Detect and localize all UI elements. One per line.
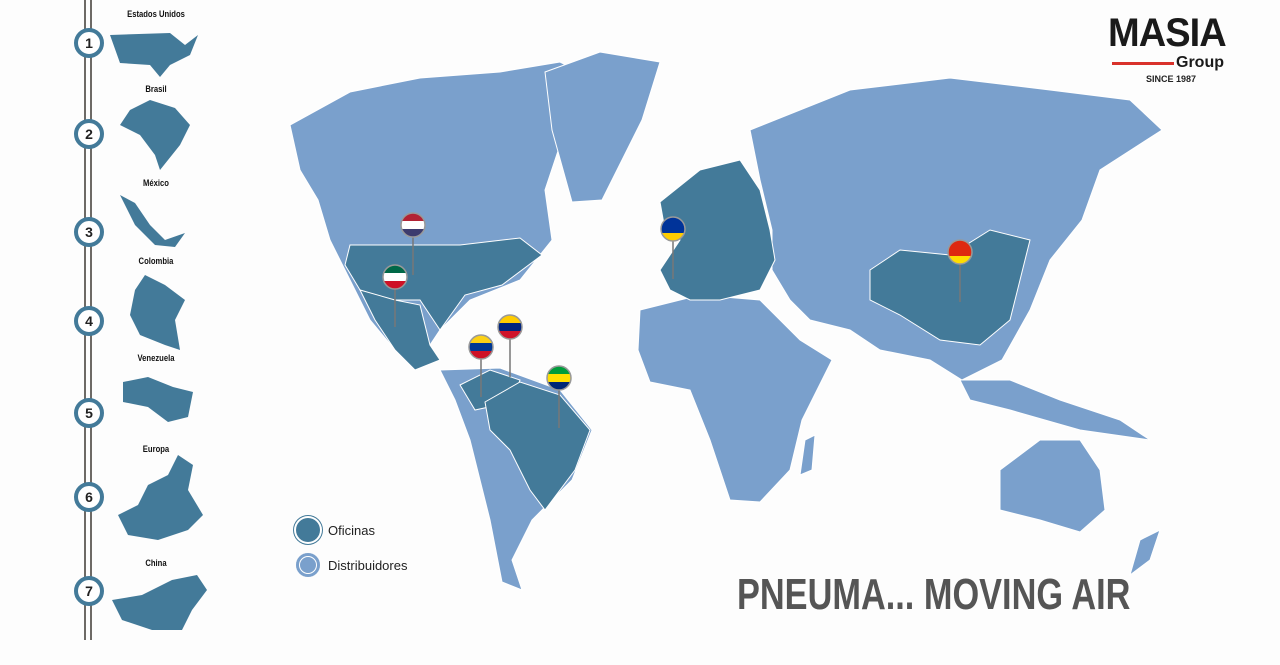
- logo-underline: [1112, 62, 1174, 65]
- new-zealand: [1129, 529, 1161, 577]
- country-silhouette: [110, 33, 198, 77]
- country-label: Estados Unidos: [127, 9, 185, 19]
- distributors-swatch: [296, 553, 320, 577]
- pin-ring: [382, 264, 408, 290]
- legend-offices: Oficinas: [296, 518, 375, 542]
- step-4: 4: [74, 306, 104, 336]
- step-number: 6: [85, 489, 93, 505]
- country-silhouette: [120, 195, 185, 247]
- mexico-flag-pin: [382, 264, 408, 327]
- usa: [344, 237, 543, 331]
- step-number: 4: [85, 313, 93, 329]
- country-silhouette: [123, 377, 193, 422]
- logo-name: MASIA: [1108, 11, 1227, 55]
- step-5: 5: [74, 398, 104, 428]
- africa: [637, 294, 833, 503]
- brazil-flag: [547, 366, 571, 390]
- legend-offices-label: Oficinas: [328, 522, 375, 538]
- country-silhouette: [112, 575, 207, 630]
- colombia-flag-pin: [468, 334, 494, 397]
- brazil: [484, 381, 591, 511]
- country-label: Venezuela: [137, 353, 175, 363]
- china-flag-pin: [947, 239, 973, 302]
- logo-sub: Group: [1176, 54, 1224, 71]
- pin-ring: [546, 365, 572, 391]
- masia-logo: MASIA Group SINCE 1987: [1108, 11, 1248, 90]
- pin-ring: [497, 314, 523, 340]
- step-1: 1: [74, 28, 104, 58]
- mexico: [359, 289, 441, 371]
- country-label: Colombia: [138, 256, 174, 266]
- china-flag: [948, 240, 972, 264]
- us-flag: [401, 213, 425, 237]
- australia: [999, 439, 1106, 533]
- eu-flag-pin: [660, 216, 686, 279]
- step-number: 2: [85, 126, 93, 142]
- country-silhouette: [120, 100, 190, 170]
- country-silhouette: [118, 455, 203, 540]
- country-silhouette: [130, 275, 185, 350]
- tagline: PNEUMA... MOVING AIR: [737, 570, 1131, 619]
- step-number: 1: [85, 35, 93, 51]
- legend-distributors: Distribuidores: [296, 553, 407, 577]
- country-label: Europa: [142, 444, 170, 454]
- pin-ring: [660, 216, 686, 242]
- step-2: 2: [74, 119, 104, 149]
- mexico-flag: [383, 265, 407, 289]
- step-number: 5: [85, 405, 93, 421]
- offices-swatch: [296, 518, 320, 542]
- step-3: 3: [74, 217, 104, 247]
- step-number: 3: [85, 224, 93, 240]
- pin-ring: [468, 334, 494, 360]
- europe: [659, 159, 776, 301]
- madagascar: [799, 434, 816, 476]
- pin-ring: [947, 239, 973, 265]
- country-label: Brasil: [145, 84, 167, 94]
- logo-since: SINCE 1987: [1146, 74, 1197, 84]
- china: [869, 229, 1031, 346]
- eu-flag: [661, 217, 685, 241]
- brazil-flag-pin: [546, 365, 572, 428]
- country-label: China: [145, 558, 167, 568]
- step-6: 6: [74, 482, 104, 512]
- country-label: México: [143, 178, 169, 188]
- world-map: [289, 51, 1163, 591]
- pin-ring: [400, 212, 426, 238]
- step-7: 7: [74, 576, 104, 606]
- asia: [749, 77, 1163, 381]
- legend-distributors-label: Distribuidores: [328, 557, 408, 573]
- colombia-flag: [469, 335, 493, 359]
- greenland: [544, 51, 661, 203]
- step-number: 7: [85, 583, 93, 599]
- southeast-asia: [959, 379, 1151, 441]
- venezuela-flag: [498, 315, 522, 339]
- venezuela-flag-pin: [497, 314, 523, 377]
- us-flag-pin: [400, 212, 426, 275]
